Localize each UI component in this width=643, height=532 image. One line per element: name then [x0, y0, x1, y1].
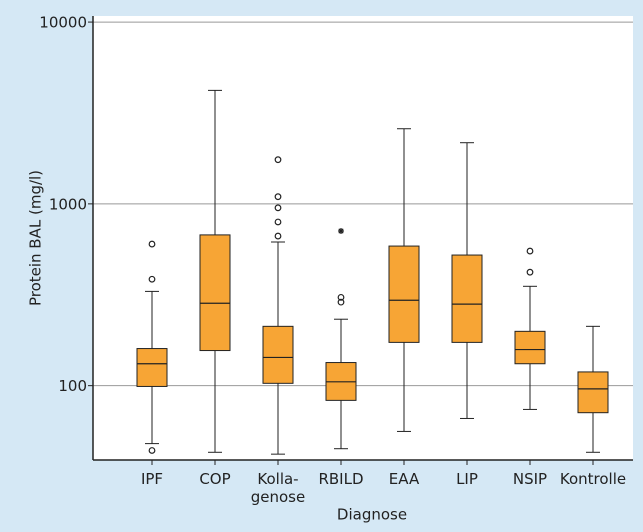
outlier	[148, 240, 156, 248]
box	[514, 330, 546, 365]
outlier	[274, 156, 282, 164]
x-axis-label: Diagnose	[337, 506, 407, 524]
outlier	[148, 447, 156, 454]
x-tick-label: COP	[199, 470, 230, 488]
box	[199, 234, 231, 352]
box	[577, 371, 609, 414]
outlier	[337, 293, 345, 301]
outlier	[274, 204, 282, 212]
plot-area	[93, 16, 633, 460]
x-tick-label: IPF	[141, 470, 163, 488]
outlier	[148, 275, 156, 283]
outlier	[274, 232, 282, 240]
box	[388, 245, 420, 343]
outlier	[274, 218, 282, 226]
y-tick-label: 100	[58, 377, 87, 395]
box	[451, 254, 483, 343]
x-tick-label: RBILD	[318, 470, 363, 488]
outlier	[526, 268, 534, 276]
y-axis-label: Protein BAL (mg/l)	[27, 170, 45, 306]
box	[262, 325, 294, 384]
y-tick-label: 1000	[49, 195, 87, 213]
x-tick-label: LIP	[456, 470, 478, 488]
x-tick-label: EAA	[389, 470, 420, 488]
box	[136, 348, 168, 387]
x-tick-label: NSIP	[513, 470, 547, 488]
y-tick-label: 10000	[39, 14, 87, 32]
outlier	[337, 298, 345, 306]
outlier	[274, 193, 282, 201]
x-tick-label: Kontrolle	[560, 470, 626, 488]
extreme	[338, 228, 344, 235]
outlier	[526, 247, 534, 255]
x-tick-label: Kolla-genose	[251, 470, 305, 506]
